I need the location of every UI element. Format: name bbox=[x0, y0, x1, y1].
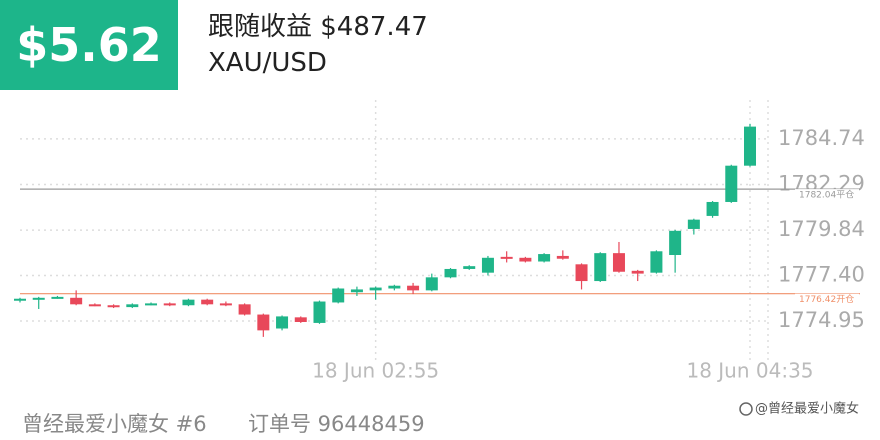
candle-body bbox=[463, 266, 476, 269]
candle-body bbox=[276, 316, 289, 329]
candle-body bbox=[388, 285, 401, 289]
candle-body bbox=[70, 297, 83, 305]
candle-body bbox=[14, 298, 26, 301]
y-tick-label: 1779.84 bbox=[778, 217, 865, 241]
candle-body bbox=[538, 254, 551, 262]
candle-body bbox=[163, 303, 176, 306]
candle-body bbox=[350, 289, 363, 293]
candle-body bbox=[332, 288, 345, 303]
candle-body bbox=[369, 287, 382, 291]
candle-body bbox=[612, 253, 625, 272]
candle-body bbox=[51, 296, 64, 299]
candle-body bbox=[444, 268, 457, 278]
y-tick-label: 1777.40 bbox=[778, 262, 865, 286]
y-tick-label: 1774.95 bbox=[778, 308, 865, 332]
candle-body bbox=[145, 303, 158, 306]
candle-body bbox=[669, 230, 682, 256]
footer-name: 曾经最爱小魔女 #6 bbox=[22, 412, 207, 436]
order-number: 订单号 96448459 bbox=[248, 412, 425, 436]
y-tick-label: 1784.74 bbox=[778, 126, 865, 150]
reference-label-bg bbox=[795, 293, 859, 306]
candle-body bbox=[706, 201, 719, 216]
candle-body bbox=[32, 297, 45, 300]
symbol: XAU/USD bbox=[208, 48, 327, 78]
profit-badge: $5.62 bbox=[0, 0, 178, 90]
candle-body bbox=[219, 303, 232, 306]
candle-body bbox=[631, 270, 644, 274]
candle-body bbox=[594, 253, 607, 282]
x-tick-label: 18 Jun 02:55 bbox=[312, 359, 439, 383]
candle-body bbox=[201, 299, 214, 305]
candle-body bbox=[294, 317, 307, 322]
candle-body bbox=[481, 257, 494, 273]
candle-body bbox=[107, 305, 120, 308]
reference-label: 1776.42开仓 bbox=[799, 293, 854, 305]
candle-body bbox=[500, 256, 513, 259]
candle-body bbox=[407, 285, 420, 291]
candle-body bbox=[126, 304, 139, 308]
candle-body bbox=[257, 314, 270, 331]
x-tick-label: 18 Jun 04:35 bbox=[686, 359, 813, 383]
candle-body bbox=[725, 165, 738, 202]
candle-body bbox=[313, 301, 326, 323]
candle-body bbox=[650, 251, 663, 273]
candle-body bbox=[519, 257, 532, 262]
candle-body bbox=[88, 304, 101, 307]
candle-body bbox=[687, 219, 700, 229]
candle-body bbox=[425, 277, 438, 291]
candle-body bbox=[238, 304, 251, 315]
candle-body bbox=[182, 299, 195, 306]
reference-label-bg bbox=[795, 189, 859, 202]
candle-body bbox=[556, 255, 569, 259]
candle-body bbox=[744, 126, 756, 166]
candle-body bbox=[575, 264, 588, 282]
title: 跟随收益 $487.47 bbox=[208, 12, 428, 42]
watermark: @曾经最爱小魔女 bbox=[755, 401, 859, 417]
watermark-icon bbox=[739, 402, 753, 416]
reference-label: 1782.04平仓 bbox=[799, 189, 854, 201]
